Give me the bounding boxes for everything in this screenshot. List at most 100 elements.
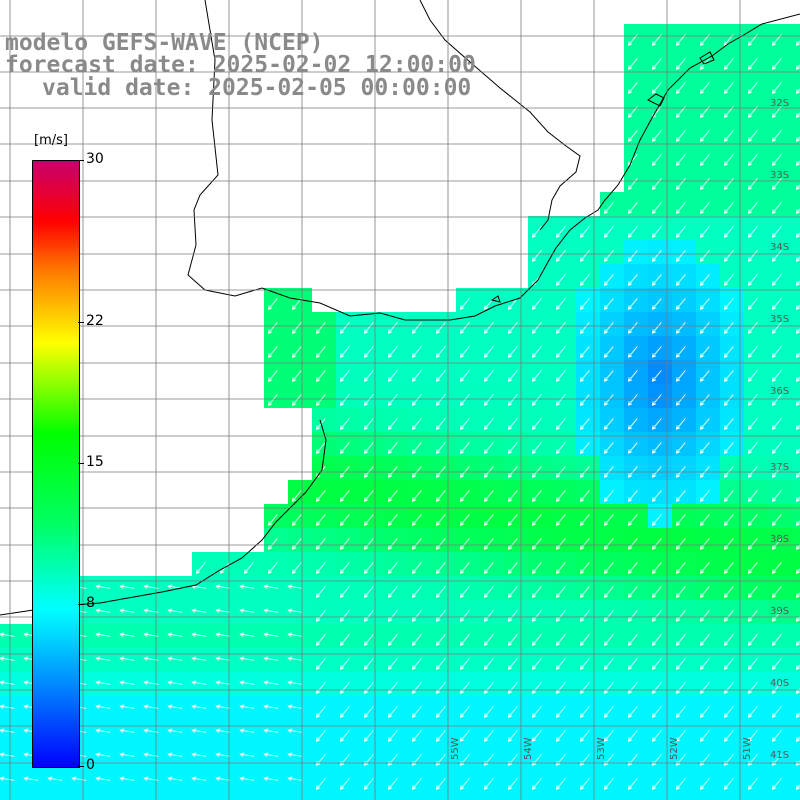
wind-arrow — [291, 562, 302, 574]
wind-speed-cell — [792, 168, 800, 192]
wind-arrow — [675, 178, 686, 190]
wind-arrow — [675, 610, 686, 622]
wind-arrow — [579, 514, 590, 526]
wind-arrow — [239, 752, 255, 757]
wind-arrow — [555, 418, 566, 430]
wind-arrow — [651, 442, 662, 454]
wind-arrow — [287, 704, 303, 709]
wind-arrow — [627, 202, 638, 214]
wind-arrow — [267, 394, 278, 406]
wind-arrow — [699, 178, 710, 190]
wind-arrow — [291, 490, 302, 502]
wind-speed-cell — [792, 792, 800, 800]
wind-arrow — [555, 538, 566, 550]
wind-arrow — [579, 298, 590, 310]
wind-arrow — [555, 442, 566, 454]
wind-arrow — [459, 538, 470, 550]
wind-arrow — [747, 658, 758, 670]
wind-arrow — [699, 562, 710, 574]
wind-arrow — [291, 514, 302, 526]
wind-arrow — [291, 346, 302, 358]
wind-arrow — [795, 64, 800, 70]
wind-arrow — [555, 610, 566, 622]
wind-arrow — [747, 178, 758, 190]
wind-arrow — [771, 634, 782, 646]
lagoon-islands — [490, 51, 715, 303]
wind-arrow — [435, 346, 446, 358]
wind-arrow — [555, 658, 566, 670]
wind-arrow — [627, 562, 638, 574]
wind-arrow — [579, 634, 590, 646]
wind-arrow — [699, 778, 710, 790]
wind-arrow — [723, 154, 734, 166]
wind-arrow — [699, 82, 710, 94]
wind-arrow — [531, 586, 542, 598]
longitude-label: 53W — [596, 737, 607, 760]
wind-arrow — [723, 130, 734, 142]
wind-arrow — [555, 226, 566, 238]
wind-arrow — [675, 346, 686, 358]
wind-arrow — [579, 562, 590, 574]
wind-arrow — [435, 634, 446, 646]
wind-arrow — [603, 706, 614, 718]
wind-arrow — [95, 704, 111, 709]
wind-arrow — [531, 322, 542, 334]
wind-arrow — [795, 256, 800, 262]
wind-arrow — [191, 608, 207, 613]
wind-arrow — [267, 514, 278, 526]
wind-arrow — [339, 610, 350, 622]
wind-arrow — [771, 538, 782, 550]
wind-arrow — [603, 202, 614, 214]
wind-arrow — [239, 584, 255, 589]
wind-arrow — [675, 418, 686, 430]
wind-arrow — [531, 346, 542, 358]
colorbar-tick-mark — [78, 321, 84, 323]
wind-arrow — [771, 154, 782, 166]
wind-arrow — [531, 394, 542, 406]
wind-arrow — [795, 400, 800, 406]
wind-arrow — [675, 370, 686, 382]
colorbar — [32, 160, 80, 768]
wind-speed-cell — [792, 144, 800, 168]
wind-arrow — [555, 562, 566, 574]
wind-arrow — [651, 634, 662, 646]
wind-arrow — [675, 58, 686, 70]
wind-arrow — [795, 544, 800, 550]
wind-arrow — [675, 226, 686, 238]
wind-arrow — [531, 706, 542, 718]
wind-arrow — [651, 730, 662, 742]
wind-arrow — [651, 682, 662, 694]
wind-arrow — [795, 304, 800, 310]
wind-arrow — [119, 776, 135, 781]
wind-arrow — [627, 418, 638, 430]
wind-arrow — [699, 706, 710, 718]
wind-arrow — [675, 274, 686, 286]
wind-arrow — [363, 490, 374, 502]
wind-arrow — [771, 58, 782, 70]
wind-arrow — [675, 778, 686, 790]
wind-arrow — [315, 682, 326, 694]
wind-arrow — [507, 658, 518, 670]
wind-arrow — [747, 322, 758, 334]
wind-arrow — [459, 610, 470, 622]
wind-arrow — [483, 730, 494, 742]
wind-arrow — [239, 776, 255, 781]
wind-arrow — [555, 682, 566, 694]
wind-arrow — [167, 752, 183, 757]
wind-arrow — [411, 706, 422, 718]
wind-arrow — [263, 704, 279, 709]
wind-arrow — [315, 514, 326, 526]
wind-arrow — [555, 778, 566, 790]
wind-arrow — [507, 610, 518, 622]
wind-arrow — [287, 584, 303, 589]
wind-arrow — [771, 346, 782, 358]
wind-speed-cell — [792, 384, 800, 408]
wind-arrow — [747, 154, 758, 166]
wind-arrow — [387, 586, 398, 598]
wind-arrow — [795, 640, 800, 646]
wind-arrow — [531, 682, 542, 694]
wind-arrow — [651, 778, 662, 790]
wind-speed-cell — [792, 552, 800, 576]
